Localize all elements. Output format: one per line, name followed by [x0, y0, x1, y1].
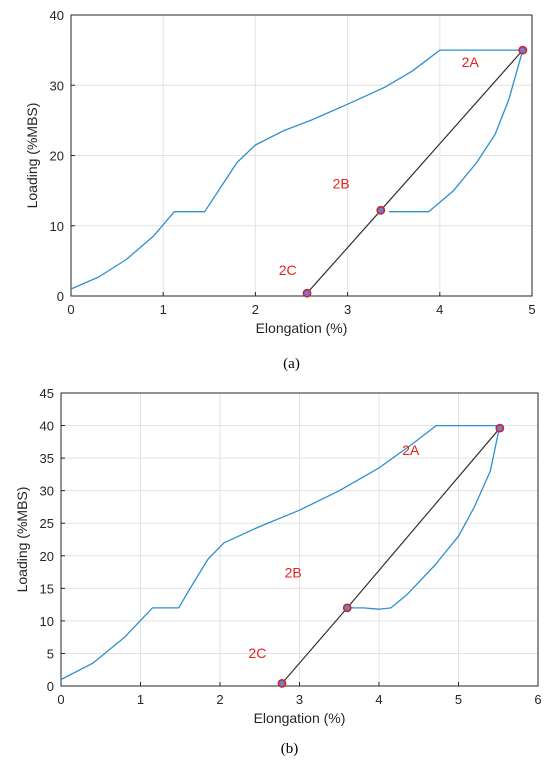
chart-a-xtick-label: 5 — [528, 302, 535, 317]
chart-panel-a: 0 1 2 3 4 5 0 10 20 30 40 Elongation (%) Loading (%M… — [24, 8, 536, 372]
chart-a-ylabel: Loading (%MBS) — [24, 103, 40, 209]
chart-b-xtick-label: 3 — [296, 692, 303, 707]
chart-a-xlabel: Elongation (%) — [256, 320, 348, 336]
chart-b-marker-point — [277, 678, 287, 688]
chart-b-annotation-2b: 2B — [285, 564, 302, 580]
chart-a-marker-point — [518, 45, 528, 55]
chart-a-ytick-label: 0 — [57, 289, 64, 304]
chart-b-panel-caption: (b) — [281, 741, 299, 757]
chart-b-xlabel: Elongation (%) — [254, 710, 346, 726]
chart-a-annotation-2a: 2A — [462, 54, 480, 70]
chart-b-series-line-2 — [347, 425, 501, 610]
chart-a-xtick-label: 1 — [160, 302, 167, 317]
chart-b-ytick-label: 0 — [47, 679, 54, 694]
chart-b-ytick-label: 30 — [40, 484, 54, 499]
chart-a-marker-point — [302, 288, 312, 298]
chart-a-xtick-label: 0 — [67, 302, 74, 317]
chart-b-ytick-label: 15 — [40, 581, 54, 596]
chart-a-annotation-2c: 2C — [279, 262, 297, 278]
chart-a-series-line-1 — [70, 49, 523, 290]
chart-a-marker-point — [376, 205, 386, 215]
chart-b-ytick-label: 5 — [47, 646, 54, 661]
chart-a-series-line-2 — [389, 49, 524, 213]
chart-b-ytick-label: 20 — [40, 549, 54, 564]
chart-a-series-line-3 — [306, 49, 524, 294]
chart-b-ytick-label: 35 — [40, 451, 54, 466]
chart-a-xtick-label: 4 — [436, 302, 443, 317]
chart-b-series-line-1 — [60, 424, 500, 681]
chart-b-marker-point — [495, 423, 505, 433]
chart-b-xtick-label: 2 — [216, 692, 223, 707]
chart-a-ytick-label: 30 — [50, 78, 64, 93]
chart-a-svg: 0 1 2 3 4 5 0 10 20 30 40 Elongation (%) Loading (%M… — [24, 8, 536, 372]
chart-a-panel-caption: (a) — [283, 356, 300, 372]
chart-b-ylabel: Loading (%MBS) — [14, 487, 30, 593]
chart-b-xtick-label: 5 — [455, 692, 462, 707]
chart-b-xtick-label: 6 — [534, 692, 541, 707]
chart-b-ytick-label: 25 — [40, 516, 54, 531]
chart-a-xtick-label: 2 — [252, 302, 259, 317]
chart-b-ytick-label: 10 — [40, 614, 54, 629]
chart-panel-b: 0 1 2 3 4 5 6 0 5 10 15 20 25 30 35 40 45 Elongation (%) L… — [0, 385, 550, 770]
chart-b-annotation-2a: 2A — [402, 442, 420, 458]
chart-b-marker-point — [342, 603, 352, 613]
chart-a-xtick-label: 3 — [344, 302, 351, 317]
chart-b-xtick-label: 0 — [57, 692, 64, 707]
chart-b-annotation-2c: 2C — [248, 645, 266, 661]
chart-b-ytick-label: 45 — [40, 386, 54, 401]
chart-a-ytick-label: 40 — [50, 8, 64, 23]
chart-a-ytick-label: 20 — [50, 149, 64, 164]
chart-b-xtick-label: 4 — [375, 692, 382, 707]
chart-b-ytick-label: 40 — [40, 419, 54, 434]
chart-b-xtick-label: 1 — [137, 692, 144, 707]
chart-a-annotation-2b: 2B — [333, 176, 350, 192]
chart-a-ytick-label: 10 — [50, 219, 64, 234]
